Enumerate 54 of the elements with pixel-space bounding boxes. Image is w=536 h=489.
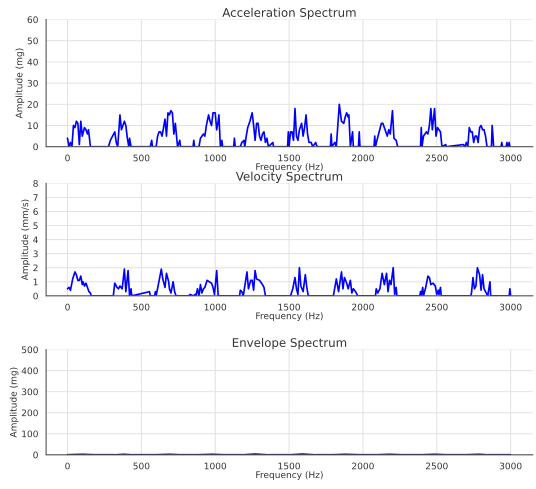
y-tick-label: 6 — [33, 208, 38, 216]
x-tick-label: 1500 — [278, 304, 300, 310]
y-tick-label: 50 — [28, 37, 38, 44]
x-axis-title: Frequency (Hz) — [256, 312, 323, 321]
y-tick-label: 60 — [28, 16, 38, 24]
y-tick-label: 200 — [22, 409, 38, 416]
y-tick-label: 30 — [28, 80, 38, 87]
x-tick-label: 1000 — [204, 154, 226, 162]
y-tick-label: 300 — [22, 388, 38, 396]
line-series — [66, 266, 512, 296]
x-tick-label: 1500 — [278, 462, 300, 470]
y-axis-title: Amplitude (mm/s) — [21, 200, 30, 280]
y-tick-label: 0 — [33, 143, 38, 150]
x-tick-label: 0 — [65, 304, 70, 310]
line-series — [66, 103, 511, 147]
x-tick-label: 1000 — [204, 462, 226, 470]
y-tick-label: 2 — [33, 264, 38, 272]
y-tick-label: 40 — [27, 58, 38, 66]
x-tick-label: 0 — [65, 462, 70, 470]
y-axis-title: Amplitude (mg) — [10, 368, 18, 438]
x-tick-label: 2000 — [352, 304, 374, 310]
y-tick-label: 1 — [34, 278, 38, 286]
x-tick-label: 500 — [133, 304, 150, 310]
y-tick-label: 5 — [33, 222, 38, 230]
y-tick-label: 100 — [22, 430, 38, 438]
chart-title: Acceleration Spectrum — [222, 8, 356, 20]
chart-title: Envelope Spectrum — [232, 338, 346, 350]
x-tick-label: 1500 — [278, 154, 300, 162]
y-tick-label: 0 — [33, 452, 38, 458]
y-tick-label: 8 — [33, 180, 38, 187]
x-axis-title: Frequency (Hz) — [256, 163, 323, 172]
x-tick-label: 1000 — [204, 304, 226, 310]
y-tick-label: 10 — [28, 122, 38, 130]
y-tick-label: 0 — [33, 292, 38, 300]
x-tick-label: 3000 — [500, 154, 522, 162]
y-tick-label: 4 — [33, 236, 38, 244]
y-tick-label: 500 — [22, 346, 38, 354]
x-tick-label: 500 — [133, 462, 150, 470]
x-tick-label: 2000 — [352, 462, 374, 470]
y-axis-title: Amplitude (mg) — [15, 48, 24, 118]
x-tick-label: 2500 — [426, 304, 448, 310]
y-tick-label: 3 — [33, 250, 38, 258]
x-tick-label: 3000 — [500, 462, 522, 470]
x-tick-label: 2500 — [426, 462, 448, 470]
x-tick-label: 500 — [133, 154, 150, 162]
x-tick-label: 0 — [65, 154, 70, 162]
y-tick-label: 7 — [33, 194, 38, 201]
x-axis-title: Frequency (Hz) — [256, 471, 323, 480]
x-tick-label: 2000 — [352, 154, 374, 162]
x-tick-label: 3000 — [500, 304, 522, 310]
y-tick-label: 400 — [22, 367, 38, 374]
chart-title: Velocity Spectrum — [236, 172, 342, 184]
y-tick-label: 20 — [28, 101, 38, 108]
x-tick-label: 2500 — [426, 154, 448, 162]
